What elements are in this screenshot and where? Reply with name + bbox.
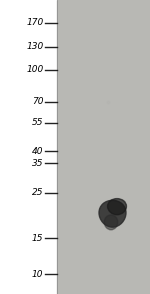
Ellipse shape [108, 199, 126, 215]
Text: 10: 10 [32, 270, 44, 279]
Text: 15: 15 [32, 234, 44, 243]
Ellipse shape [99, 200, 126, 227]
Text: 100: 100 [26, 66, 44, 74]
Text: 40: 40 [32, 147, 44, 156]
Bar [0, 0, 57, 294]
Text: 170: 170 [26, 18, 44, 27]
Text: 70: 70 [32, 97, 44, 106]
Text: 25: 25 [32, 188, 44, 198]
Bar [57, 0, 150, 294]
Text: 55: 55 [32, 118, 44, 128]
Ellipse shape [104, 215, 118, 230]
Text: 35: 35 [32, 158, 44, 168]
Text: 130: 130 [26, 42, 44, 51]
